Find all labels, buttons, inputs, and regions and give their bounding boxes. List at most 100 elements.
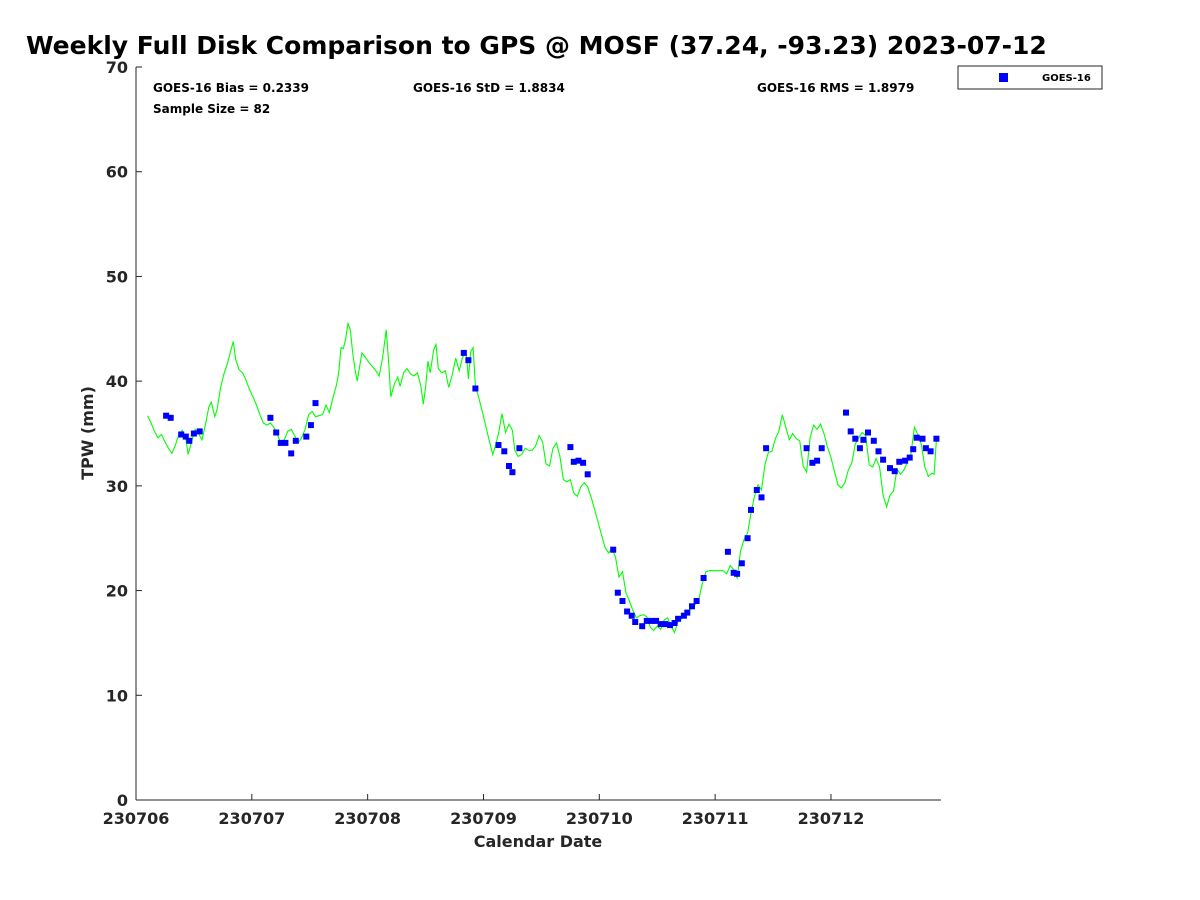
goes16-point — [303, 433, 310, 440]
goes16-point — [506, 463, 512, 469]
x-tick-label: 230711 — [682, 809, 749, 828]
goes16-point — [186, 437, 193, 444]
goes16-point — [570, 458, 577, 465]
goes16-point — [910, 446, 917, 453]
goes16-point — [896, 458, 903, 465]
stat-sample-size: Sample Size = 82 — [153, 102, 270, 116]
goes16-point — [567, 444, 574, 451]
goes16-point — [809, 459, 816, 466]
goes16-point — [580, 459, 587, 466]
x-tick-label: 230707 — [218, 809, 285, 828]
goes16-point — [730, 569, 737, 576]
goes16-point — [509, 469, 516, 476]
goes16-point — [803, 445, 810, 452]
goes16-point — [190, 430, 197, 437]
goes16-point — [182, 433, 189, 440]
y-tick-label: 0 — [117, 791, 128, 810]
goes16-point — [648, 617, 655, 624]
goes16-point — [619, 598, 626, 604]
goes16-point — [657, 621, 664, 628]
goes16-point — [675, 615, 682, 622]
goes16-point — [913, 434, 920, 441]
x-tick-label: 230710 — [566, 809, 633, 828]
goes16-point — [267, 414, 274, 421]
x-ticks: 230706 230707 230708 230709 230710 230711 2307… — [103, 794, 865, 828]
goes16-point — [653, 617, 660, 624]
series-goes16 — [163, 349, 940, 630]
goes16-point — [516, 445, 523, 452]
goes16-point — [818, 445, 825, 452]
goes16-point — [763, 445, 770, 452]
goes16-point — [465, 357, 472, 364]
goes16-point — [693, 598, 700, 604]
goes16-point — [163, 412, 170, 419]
goes16-point — [460, 349, 467, 356]
legend-marker-goes16 — [999, 73, 1008, 82]
legend: GOES-16 — [957, 65, 1103, 90]
goes16-point — [689, 603, 695, 610]
goes16-point — [865, 429, 871, 436]
goes16-point — [927, 448, 934, 455]
y-tick-label: 40 — [106, 372, 128, 391]
goes16-point — [847, 428, 854, 435]
stat-rms: GOES-16 RMS = 1.8979 — [757, 81, 914, 95]
goes16-point — [843, 409, 849, 416]
goes16-point — [610, 546, 617, 553]
x-axis-label: Calendar Date — [474, 832, 603, 851]
goes16-point — [632, 619, 639, 625]
goes16-point — [860, 436, 867, 443]
goes16-point — [680, 612, 687, 619]
y-tick-label: 70 — [106, 58, 128, 77]
x-tick-label: 230709 — [450, 809, 517, 828]
goes16-point — [684, 609, 691, 616]
goes16-point — [501, 448, 508, 455]
x-tick-label: 230712 — [798, 809, 865, 828]
goes16-point — [906, 454, 913, 461]
goes16-point — [933, 435, 940, 442]
goes16-point — [734, 570, 741, 577]
goes16-point — [875, 448, 882, 455]
goes16-point — [662, 621, 669, 628]
y-tick-label: 20 — [106, 582, 128, 601]
y-ticks: 0 10 20 30 40 50 60 70 — [106, 58, 142, 810]
stat-bias: GOES-16 Bias = 0.2339 — [153, 81, 309, 95]
y-axis-label: TPW (mm) — [78, 386, 97, 480]
goes16-point — [472, 385, 479, 392]
x-tick-label: 230708 — [334, 809, 401, 828]
series-gps — [147, 321, 937, 634]
goes16-point — [738, 560, 745, 567]
goes16-point — [575, 457, 582, 464]
goes16-point — [167, 414, 174, 421]
goes16-point — [856, 445, 863, 452]
goes16-point — [667, 622, 673, 629]
y-tick-label: 50 — [106, 267, 128, 286]
goes16-point — [273, 429, 280, 436]
goes16-point — [292, 437, 299, 444]
goes16-point — [902, 457, 909, 464]
goes16-point — [852, 435, 859, 442]
goes16-point — [700, 575, 707, 581]
y-tick-label: 30 — [106, 477, 128, 496]
goes16-point — [312, 400, 319, 407]
goes16-point — [748, 506, 754, 513]
y-tick-label: 10 — [106, 686, 128, 705]
goes16-point — [584, 471, 591, 478]
goes16-point — [753, 487, 760, 493]
goes16-point — [628, 612, 635, 619]
goes16-point — [891, 468, 898, 475]
y-tick-label: 60 — [106, 163, 128, 182]
goes16-point — [724, 548, 731, 555]
plot-area: 0 10 20 30 40 50 60 70 230706 230707 230708 230709… — [103, 58, 941, 828]
goes16-point — [277, 439, 284, 446]
goes16-point — [196, 428, 203, 435]
stat-std: GOES-16 StD = 1.8834 — [413, 81, 565, 95]
goes16-point — [307, 422, 314, 429]
goes16-point — [639, 623, 646, 630]
legend-label-goes16: GOES-16 — [1042, 73, 1091, 84]
goes16-point — [495, 442, 502, 448]
goes16-point — [671, 620, 678, 626]
goes16-point — [614, 589, 621, 596]
legend-box — [957, 65, 1103, 90]
goes16-point — [880, 456, 887, 463]
